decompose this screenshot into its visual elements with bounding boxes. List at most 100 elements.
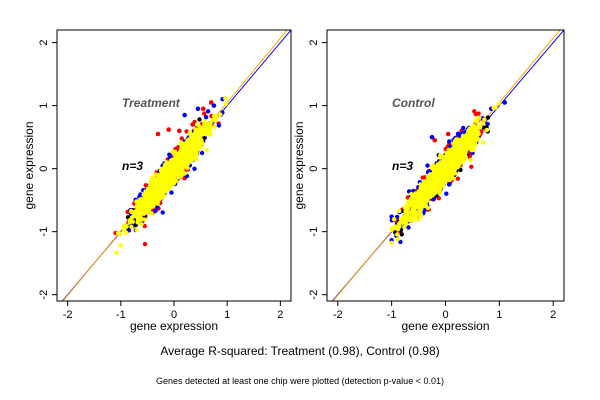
data-point (182, 154, 187, 159)
x-tick-label: 2 (277, 309, 283, 321)
data-point (485, 115, 491, 120)
outlier-point (445, 131, 451, 137)
data-point (402, 224, 407, 230)
outlier-point (166, 127, 171, 132)
y-tick-label: 1 (38, 103, 50, 109)
data-point (153, 196, 158, 201)
data-point (146, 203, 151, 208)
x-tick-label: -1 (116, 309, 126, 321)
data-point (470, 124, 476, 129)
data-point (202, 111, 207, 116)
data-point (391, 217, 397, 222)
data-point (480, 140, 486, 145)
data-point (447, 139, 452, 144)
data-point (136, 200, 142, 206)
data-point (148, 200, 154, 205)
data-point (399, 232, 404, 237)
data-point (134, 208, 139, 214)
data-point (199, 137, 204, 143)
x-axis-label: gene expression (130, 319, 218, 333)
data-point (461, 125, 466, 131)
plot-area (61, 30, 291, 301)
data-point (460, 133, 466, 139)
data-point (145, 186, 151, 192)
data-point (139, 217, 144, 222)
data-point (469, 164, 474, 169)
data-point (160, 210, 165, 215)
x-tick-label: 0 (171, 309, 177, 321)
data-point (180, 149, 185, 154)
y-tick-label: 2 (38, 40, 50, 46)
data-point (455, 131, 461, 136)
data-point (161, 169, 166, 175)
data-point (150, 189, 156, 194)
data-point (118, 243, 124, 248)
data-point (205, 121, 210, 126)
data-point (210, 118, 215, 123)
panel-title: Treatment (122, 96, 181, 110)
outlier-point (155, 131, 161, 137)
outlier-point (182, 112, 187, 118)
data-point (417, 207, 422, 213)
data-point (212, 124, 217, 130)
sample-count-label: n=3 (122, 159, 143, 173)
plot-area (331, 30, 564, 301)
data-point (169, 190, 174, 195)
y-axis-label: gene expression (22, 121, 36, 209)
data-point (114, 250, 119, 255)
series-core (121, 96, 228, 235)
data-point (166, 172, 171, 178)
outlier-point (195, 106, 201, 112)
data-point (434, 188, 439, 194)
data-point (458, 167, 463, 173)
data-point (473, 142, 478, 147)
data-point (431, 196, 437, 202)
data-point (409, 213, 414, 219)
outlier-point (211, 103, 217, 108)
data-point (167, 152, 172, 157)
data-point (223, 101, 229, 107)
data-point (135, 212, 141, 217)
data-point (473, 118, 478, 124)
data-point (416, 217, 421, 222)
data-point (203, 115, 209, 120)
y-tick-label: -2 (38, 290, 50, 300)
data-point (143, 195, 148, 200)
data-point (156, 190, 162, 195)
outlier-point (502, 100, 508, 105)
data-point (447, 181, 452, 186)
data-point (118, 231, 123, 237)
data-point (389, 240, 394, 245)
data-point (455, 176, 461, 181)
data-point (173, 155, 179, 160)
data-point (134, 227, 139, 233)
data-point (143, 183, 148, 188)
outlier-point (208, 100, 214, 105)
data-point (484, 127, 490, 133)
data-point (491, 105, 496, 111)
data-point (197, 117, 202, 122)
data-point (161, 177, 166, 182)
data-point (197, 133, 202, 138)
data-point (214, 115, 219, 120)
data-point (194, 157, 199, 162)
data-point (157, 185, 162, 191)
data-point (216, 123, 222, 128)
data-point (425, 205, 431, 211)
data-point (178, 165, 183, 171)
data-point (127, 217, 133, 223)
data-point (412, 208, 417, 213)
x-tick-label: -2 (63, 309, 73, 321)
data-point (198, 126, 203, 131)
data-point (420, 175, 425, 180)
data-point (188, 148, 193, 153)
y-tick-label: -1 (38, 227, 50, 237)
data-point (425, 163, 430, 168)
outlier-point (200, 106, 206, 112)
data-point (207, 130, 212, 135)
data-point (468, 157, 473, 163)
data-point (123, 223, 128, 228)
y-tick-label: 0 (38, 166, 50, 172)
data-point (135, 220, 140, 225)
